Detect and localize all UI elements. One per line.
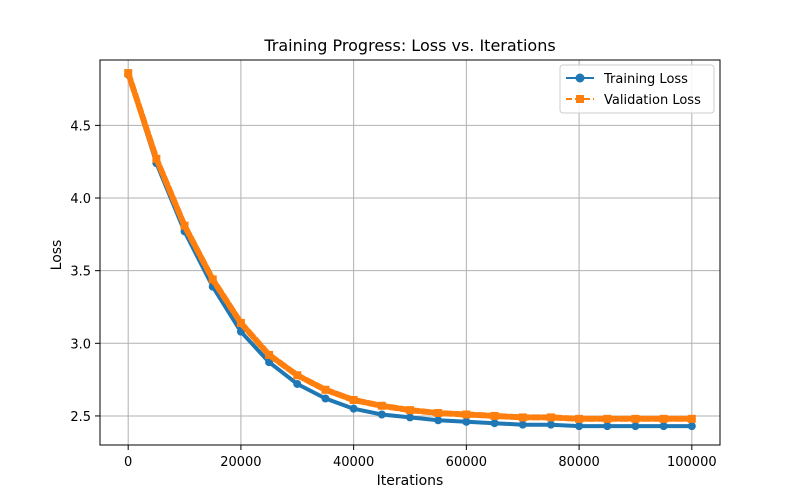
training-loss-marker (434, 416, 443, 425)
validation-loss-marker (265, 350, 274, 359)
validation-loss-marker (575, 414, 584, 423)
validation-loss-marker (434, 409, 443, 418)
x-tick-label: 100000 (667, 455, 717, 470)
validation-loss-marker (546, 413, 555, 422)
ticks-layer: 0 20000 40000 60000 80000 100000 2.5 3.0 3.5 4.0 4… (70, 119, 716, 470)
validation-loss-marker (208, 275, 217, 284)
validation-loss-marker (180, 221, 189, 230)
validation-loss-marker (659, 414, 668, 423)
validation-loss-marker (349, 395, 358, 404)
validation-loss-marker (321, 385, 330, 394)
validation-loss-marker (236, 318, 245, 327)
x-tick-label: 80000 (558, 455, 599, 470)
y-tick-label: 4.0 (70, 192, 91, 207)
legend-training-label: Training Loss (603, 72, 688, 87)
validation-loss-marker (603, 414, 612, 423)
training-loss-marker (490, 419, 499, 428)
training-loss-marker (321, 394, 330, 403)
validation-loss-marker (687, 414, 696, 423)
y-tick-label: 2.5 (70, 410, 91, 425)
validation-loss-marker (518, 413, 527, 422)
training-loss-marker (377, 410, 386, 419)
legend: Training Loss Validation Loss (559, 64, 715, 114)
training-loss-marker (546, 420, 555, 429)
x-axis-label: Iterations (377, 473, 444, 489)
y-tick-label: 3.5 (70, 265, 91, 280)
validation-loss-marker (631, 414, 640, 423)
legend-validation-label: Validation Loss (604, 93, 701, 108)
validation-loss-marker (462, 410, 471, 419)
x-tick-label: 60000 (446, 455, 487, 470)
y-axis-label: Loss (49, 240, 65, 271)
validation-loss-marker (152, 154, 161, 163)
training-loss-marker (462, 417, 471, 426)
chart-title: Training Progress: Loss vs. Iterations (263, 36, 555, 55)
x-tick-label: 40000 (333, 455, 374, 470)
training-loss-marker (659, 422, 668, 431)
legend-validation-marker (576, 95, 584, 103)
validation-loss-marker (124, 69, 133, 78)
validation-loss-marker (293, 371, 302, 380)
training-loss-marker (518, 420, 527, 429)
legend-training-marker (575, 73, 585, 83)
training-loss-marker (631, 422, 640, 431)
validation-loss-marker (490, 411, 499, 420)
training-loss-marker (603, 422, 612, 431)
validation-loss-marker (406, 406, 414, 415)
training-loss-marker (349, 404, 358, 413)
series-layer (124, 69, 696, 431)
validation-loss-marker (377, 401, 386, 410)
training-loss-marker (687, 422, 696, 431)
y-tick-label: 3.0 (70, 337, 91, 352)
y-tick-label: 4.5 (70, 119, 91, 134)
training-loss-marker (265, 358, 274, 367)
plot-area (100, 60, 720, 445)
x-tick-label: 0 (124, 455, 132, 470)
x-tick-label: 20000 (220, 455, 261, 470)
legend-box (559, 64, 715, 114)
training-loss-marker (293, 379, 302, 388)
plot-frame (99, 59, 721, 446)
training-loss-marker (406, 413, 414, 422)
training-loss-marker (575, 422, 584, 431)
